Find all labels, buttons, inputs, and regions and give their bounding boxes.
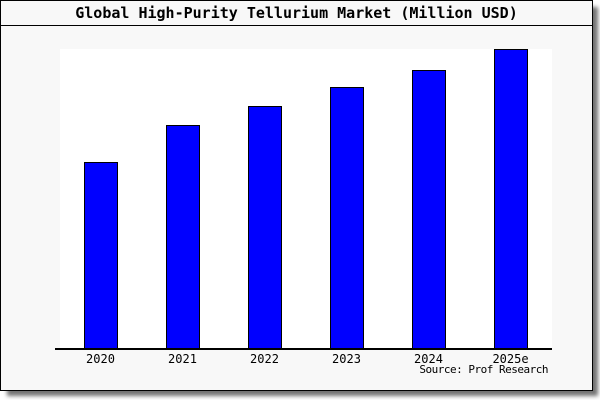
x-tick-label-2020: 2020 [86,352,115,366]
bar-2021 [165,124,200,348]
x-tick-label-2025e: 2025e [492,352,529,366]
plot-area [59,48,552,348]
x-tick-label-2022: 2022 [250,352,279,366]
chart-frame: Global High-Purity Tellurium Market (Mil… [0,0,593,391]
source-note: Source: Prof Research [419,363,548,376]
chart-title: Global High-Purity Tellurium Market (Mil… [75,4,518,22]
bar-2022 [247,105,282,348]
x-axis-line [54,347,552,350]
bar-2024 [411,69,446,348]
bar-2025e [493,48,528,348]
bar-2023 [329,86,364,348]
bar-2020 [83,161,118,348]
chart-title-bar: Global High-Purity Tellurium Market (Mil… [1,1,592,26]
x-axis-labels: 2020 2021 2022 2023 2024 2025e [60,352,552,368]
x-tick-label-2024: 2024 [414,352,443,366]
x-tick-label-2021: 2021 [168,352,197,366]
x-tick-label-2023: 2023 [332,352,361,366]
